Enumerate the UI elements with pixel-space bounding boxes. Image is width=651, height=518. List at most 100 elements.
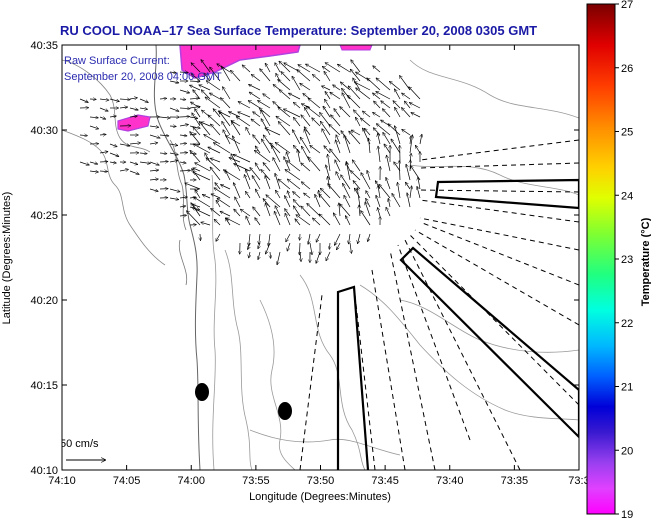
current-vector [79,161,90,165]
current-vector [274,63,281,73]
current-vector [389,81,401,91]
current-vector [190,101,201,109]
current-vector [238,112,251,118]
current-vector [189,117,198,118]
current-vector [349,233,351,244]
current-vector [382,109,391,118]
scale-label: 50 cm/s [60,438,99,450]
current-vector [149,179,159,180]
current-vector [193,143,211,154]
current-vector [278,121,291,136]
current-vector [347,95,361,109]
x-tick-label: 73:55 [242,475,270,487]
x-axis-ticks: 74:10 74:05 74:00 73:55 73:50 73:45 73:40 73:35… [48,45,590,487]
current-vector [220,98,231,109]
current-vector [308,157,321,172]
current-vector [270,251,271,259]
current-vector [291,76,301,91]
current-vector [219,111,231,127]
current-vector [388,198,390,208]
bathymetry-contour [299,274,366,470]
current-vector [204,73,211,82]
current-vector [217,197,231,208]
current-vector [350,170,361,181]
current-vector [259,233,260,245]
current-vector [159,153,167,154]
current-vector [283,108,301,118]
current-vector [409,135,413,154]
current-vector [316,251,321,264]
current-vector [401,93,411,100]
current-vector [324,91,331,100]
x-tick-label: 73:40 [436,475,464,487]
current-vector [386,207,391,217]
current-vector [119,169,129,171]
current-vector [365,202,371,217]
current-vector [129,116,138,117]
current-vector [393,101,401,109]
current-vector [292,191,301,199]
current-vector [285,213,291,226]
current-vector [279,61,291,73]
current-vector [297,149,301,163]
current-vector [410,186,412,199]
current-vector [365,190,371,199]
current-vector [185,183,201,190]
x-axis-label: Longitude (Degrees:Minutes) [249,491,391,503]
current-vector [89,125,99,129]
current-vector [377,207,381,217]
current-vector [330,115,341,127]
current-vector [285,233,291,242]
current-vector [376,195,381,208]
site-marker [195,383,209,401]
current-vector [367,170,371,181]
current-vector [169,153,179,155]
current-vector [204,133,221,145]
current-vector [353,188,361,199]
current-vector [373,101,381,109]
current-vector [254,150,271,163]
current-vector [340,175,351,190]
current-vector [337,63,351,73]
map-title: RU COOL NOAA–17 Sea Surface Temperature:… [60,23,537,38]
colorbar-tick-label: 22 [621,318,633,330]
current-vector [390,139,401,154]
current-vector [310,145,321,154]
current-vector [417,186,421,199]
current-vector [287,242,291,251]
current-vector [230,154,241,172]
current-vector [352,160,361,172]
current-vector [210,124,221,136]
current-vector [109,162,117,163]
current-vector [210,167,221,181]
current-vector [179,215,187,216]
x-tick-label: 73:50 [307,475,335,487]
current-vector [355,88,371,100]
y-tick-label: 40:30 [30,125,58,137]
map-content: 50 cm/s Raw Surface Current: September 2… [60,45,579,470]
current-vector [326,251,331,261]
current-vector [272,157,281,172]
current-vector [342,183,351,199]
current-vector [265,242,271,254]
current-vector [213,142,231,154]
colorbar-tick-label: 20 [621,445,633,457]
current-vector [378,185,381,199]
sst-patch [339,45,373,51]
current-vector [391,193,401,208]
current-vector [341,93,351,109]
current-vector [191,74,201,82]
current-vector [270,145,281,163]
current-vector [379,184,391,199]
current-vector [335,140,341,154]
current-vector [258,242,260,249]
current-vector [249,91,261,100]
radar-coverage-lines [299,139,579,470]
current-vector [312,218,321,226]
bathymetry-contour [359,284,579,421]
current-vector [359,205,360,217]
current-vector [367,78,381,91]
current-vector [407,193,411,208]
radar-sector-east [434,178,579,210]
y-axis-ticks: 40:35 40:30 40:25 40:20 40:15 40:10 [30,40,579,477]
